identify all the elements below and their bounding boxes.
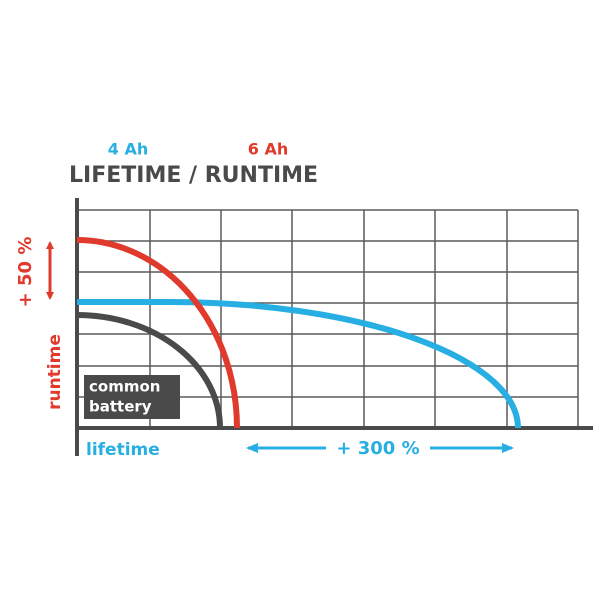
large-battery-curve xyxy=(77,299,521,429)
small-capacity-label: 4 Ah xyxy=(108,140,148,159)
gain-background xyxy=(326,436,430,460)
large-capacity-label: 6 Ah xyxy=(248,140,288,159)
legend-box xyxy=(84,375,180,419)
large-runtime-curve xyxy=(76,237,240,429)
runtime-gain: + 50 % xyxy=(15,237,36,308)
grid xyxy=(77,209,579,428)
y-axis-label: runtime xyxy=(45,334,65,410)
legend-text: common xyxy=(89,378,160,396)
title: LIFETIME / RUNTIME xyxy=(69,163,318,188)
common-battery-curve xyxy=(76,312,223,429)
legend-text: battery xyxy=(89,398,152,416)
lifetime-gain: + 300 % xyxy=(336,438,419,459)
x-axis-label: lifetime xyxy=(86,440,160,460)
